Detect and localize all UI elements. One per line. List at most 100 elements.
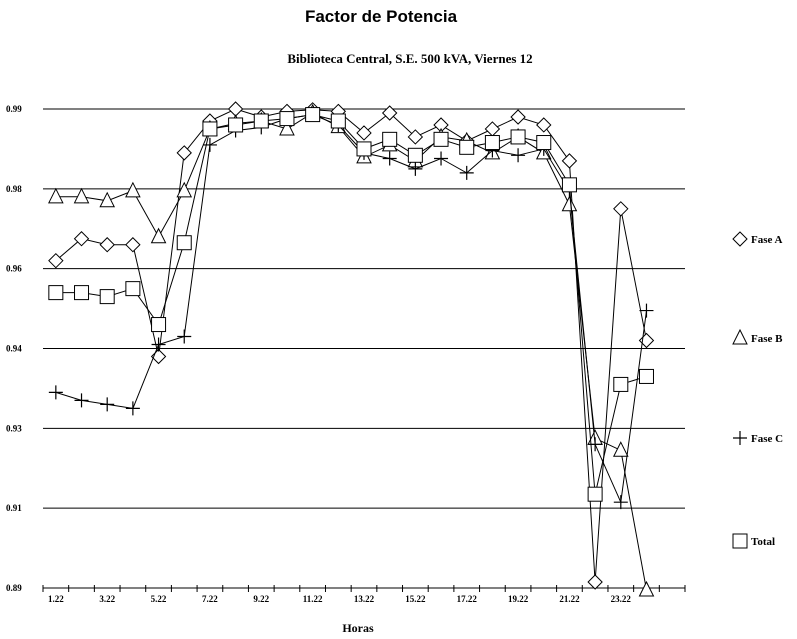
diamond-marker [356,125,372,141]
x-tick-label: 3.22 [99,594,115,604]
cross-marker [74,393,89,408]
series-line [55,114,647,505]
cross-marker [382,151,397,166]
diamond-marker [732,231,748,247]
legend-item: Fase C [733,431,783,445]
triangle-marker [638,580,655,597]
square-marker [638,368,654,384]
diamond-marker [227,101,244,117]
cross-marker [151,337,166,352]
chart-subtitle: Biblioteca Central, S.E. 500 kVA, Vierne… [287,51,532,66]
diamond-marker [536,117,552,133]
x-tick-label: 7.22 [202,594,218,604]
cross-marker [511,148,526,163]
diamond-marker [48,252,64,269]
y-tick-label: 0.89 [6,583,22,593]
square-marker [48,285,64,301]
square-marker [536,135,552,151]
x-axis-title: Horas [342,621,374,635]
square-marker [228,117,244,133]
square-marker [732,533,748,549]
gridlines [43,108,685,589]
square-marker [125,281,141,297]
cross-marker [733,431,747,445]
x-tick-label: 23.22 [611,594,632,604]
cross-marker [588,437,603,452]
cross-marker [613,495,628,510]
chart-title: Factor de Potencia [305,7,458,26]
series-total [48,107,654,502]
triangle-marker [561,195,578,212]
square-marker [433,131,449,147]
diamond-marker [613,201,629,217]
legend-item: Fase B [732,328,783,345]
square-marker [407,147,423,163]
square-marker [202,121,218,137]
diamond-marker [407,129,424,145]
square-marker [176,235,192,251]
square-marker [99,289,115,305]
diamond-marker [587,574,603,590]
x-tick-label: 21.22 [559,594,580,604]
legend-label: Fase B [751,333,783,345]
legend-label: Fase A [751,234,783,246]
diamond-marker [381,105,398,121]
y-axis-ticks: 0.99 0.98 0.96 0.94 0.93 0.91 0.89 [6,104,22,593]
diamond-marker [176,145,192,161]
legend-item: Total [732,533,775,549]
cross-marker [48,385,63,400]
legend-item: Fase A [732,231,783,247]
square-marker [356,141,372,157]
triangle-marker [73,187,90,204]
legend-label: Fase C [751,433,783,445]
square-marker [74,285,90,301]
square-marker [279,111,295,127]
series-fase-c [48,107,654,510]
cross-marker [459,165,474,180]
x-tick-label: 15.22 [405,594,426,604]
cross-marker [434,151,449,166]
square-marker [587,486,603,502]
x-tick-label: 13.22 [354,594,375,604]
triangle-marker [732,328,748,345]
cross-marker [639,303,654,318]
triangle-marker [612,441,629,457]
cross-marker [202,137,217,152]
y-tick-label: 0.98 [6,184,22,194]
diamond-marker [99,237,115,253]
square-marker [330,113,346,129]
triangle-marker [125,181,141,198]
series-group [48,101,655,597]
diamond-marker [73,231,90,247]
y-tick-label: 0.96 [6,264,22,274]
diamond-marker [484,121,501,137]
x-tick-label: 5.22 [151,594,167,604]
legend-label: Total [751,536,775,548]
square-marker [459,139,475,155]
square-marker [484,135,500,151]
series-line [55,108,647,583]
x-tick-label: 1.22 [48,594,64,604]
series-fase-a [48,101,655,590]
cross-marker [125,401,140,416]
triangle-marker [150,227,167,244]
x-tick-label: 19.22 [508,594,529,604]
cross-marker [408,161,423,176]
diamond-marker [510,109,526,125]
square-marker [613,376,629,392]
x-tick-label: 17.22 [457,594,478,604]
square-marker [561,177,577,193]
cross-marker [100,397,115,412]
triangle-marker [176,181,193,198]
legend: Fase A Fase B Fase C Total [732,231,783,549]
square-marker [510,129,526,145]
diamond-marker [561,153,578,169]
square-marker [382,131,398,147]
y-tick-label: 0.93 [6,423,22,433]
x-axis: 1.22 3.22 5.22 7.22 9.22 11.22 13.22 15.22 17.22… [42,585,686,604]
diamond-marker [125,237,141,253]
y-tick-label: 0.91 [6,503,22,513]
y-tick-label: 0.99 [6,104,22,114]
square-marker [253,113,269,129]
